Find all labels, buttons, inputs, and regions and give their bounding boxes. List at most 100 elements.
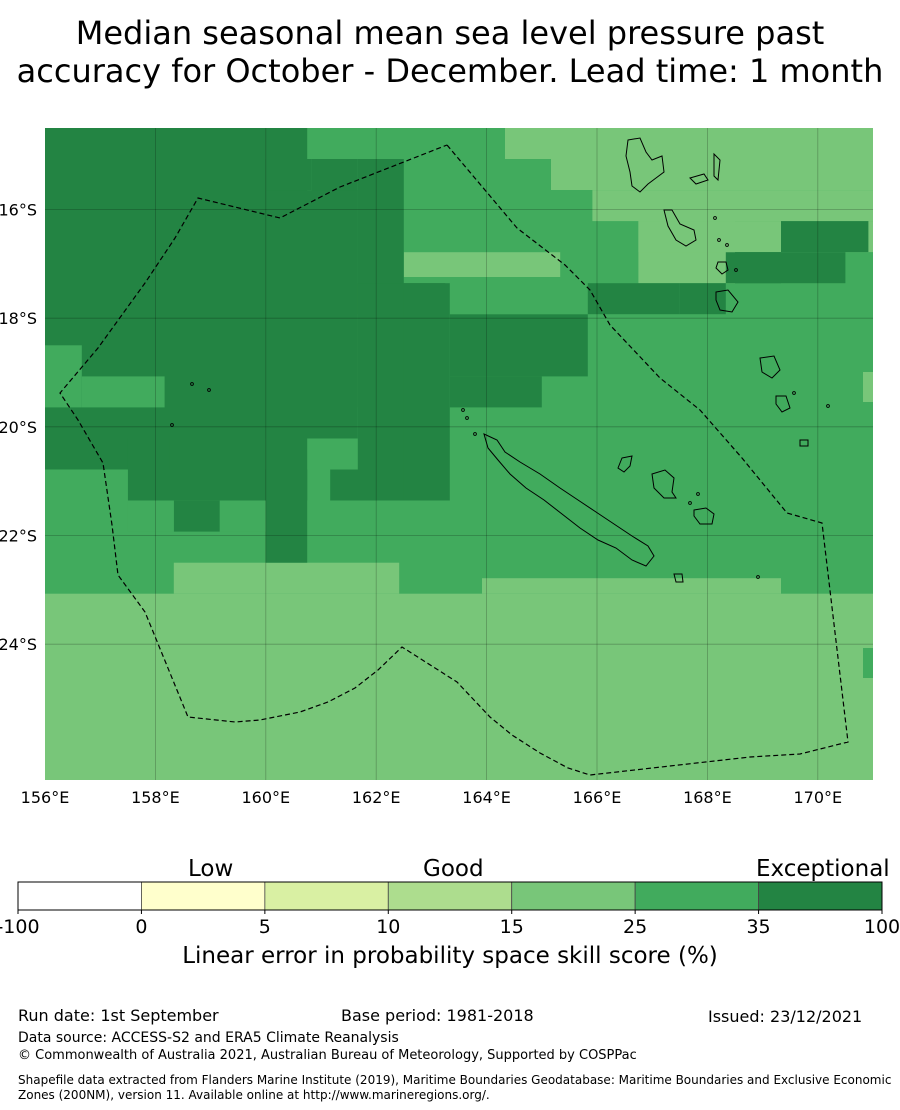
- skill-cell: [127, 469, 308, 501]
- islet: [461, 408, 465, 412]
- espiritu-santo: [625, 137, 665, 193]
- islet: [465, 416, 469, 420]
- skill-cell: [127, 438, 170, 470]
- colorbar-tick-label: 0: [135, 916, 147, 938]
- epi: [715, 261, 729, 275]
- skill-cell: [482, 578, 781, 594]
- colorbar-segment: [17, 881, 142, 911]
- efate: [715, 289, 739, 313]
- skill-cell: [592, 190, 873, 222]
- islet: [473, 432, 477, 436]
- ouvea-island: [617, 455, 633, 473]
- base-period: Base period: 1981-2018: [341, 1006, 534, 1025]
- colorbar-frame: [17, 881, 883, 911]
- lon-tick-label: 156°E: [21, 788, 70, 807]
- colorbar-heading-exceptional: Exceptional: [756, 856, 890, 882]
- eez-boundary: [59, 144, 849, 776]
- lifou-island: [651, 469, 677, 499]
- lat-axis: 16°S 18°S 20°S 22°S 24°S: [0, 201, 37, 655]
- skill-cell: [638, 221, 735, 253]
- colorbar-segment: [264, 881, 389, 911]
- lon-axis: 156°E 158°E 160°E 162°E 164°E 166°E 168°E 170°E: [21, 788, 842, 807]
- colorbar-tick-label: 15: [500, 916, 524, 938]
- mare-island: [693, 507, 715, 525]
- lon-tick-label: 168°E: [683, 788, 732, 807]
- colorbar-heading-low: Low: [188, 856, 234, 882]
- map-panel: [45, 128, 873, 780]
- skill-cell: [45, 128, 266, 470]
- skill-cell: [449, 314, 588, 377]
- isle-of-pines: [673, 573, 684, 583]
- colorbar-segment: [758, 881, 883, 911]
- lon-tick-label: 166°E: [573, 788, 622, 807]
- islet: [170, 423, 174, 427]
- lon-tick-label: 170°E: [793, 788, 842, 807]
- skill-cell: [551, 159, 873, 190]
- islet: [826, 404, 830, 408]
- colorbar-tick-label: 5: [259, 916, 271, 938]
- skill-cell: [679, 283, 726, 315]
- pentecost: [713, 152, 721, 182]
- islet: [734, 268, 738, 272]
- title-line-1: Median seasonal mean sea level pressure …: [75, 14, 825, 52]
- title-line-2: accuracy for October - December. Lead ti…: [16, 52, 884, 90]
- lat-tick-label: 24°S: [0, 635, 37, 654]
- lat-tick-label: 22°S: [0, 527, 37, 546]
- colorbar: -100 0 5 10 15 25 35 100: [0, 881, 900, 938]
- islet: [725, 243, 729, 247]
- colorbar-tick-label: -100: [0, 916, 40, 938]
- skill-cell: [173, 562, 400, 594]
- islet: [207, 388, 211, 392]
- lon-tick-label: 158°E: [131, 788, 180, 807]
- colorbar-segment: [511, 881, 636, 911]
- colorbar-segment: [387, 881, 513, 911]
- issued-date: Issued: 23/12/2021: [708, 1007, 863, 1026]
- colorbar-label: Linear error in probability space skill …: [182, 943, 718, 969]
- skill-cell: [127, 500, 174, 532]
- colorbar-tick-label: 100: [864, 916, 900, 938]
- gridlines: [45, 128, 873, 780]
- skill-cell: [45, 469, 128, 501]
- skill-cell: [403, 283, 450, 501]
- skill-cell: [863, 648, 873, 678]
- ambae: [689, 173, 709, 185]
- tanna: [775, 395, 791, 413]
- colorbar-tick-label: 25: [623, 916, 647, 938]
- islet: [190, 382, 194, 386]
- colorbar-tick-label: 35: [746, 916, 770, 938]
- islet: [792, 391, 796, 395]
- islands: [170, 137, 830, 583]
- malakula: [663, 209, 697, 247]
- data-source: Data source: ACCESS-S2 and ERA5 Climate …: [18, 1030, 399, 1046]
- skill-cell: [735, 252, 781, 284]
- skill-cell: [330, 469, 367, 501]
- lat-tick-label: 18°S: [0, 309, 37, 328]
- skill-cell: [403, 252, 561, 277]
- lat-tick-label: 16°S: [0, 201, 37, 220]
- skill-cell: [45, 593, 873, 780]
- skill-cell: [449, 376, 542, 408]
- skill-cell: [81, 376, 165, 408]
- islet: [717, 238, 721, 242]
- new-caledonia-island: [483, 433, 655, 567]
- aneityum: [799, 439, 809, 447]
- lon-tick-label: 160°E: [241, 788, 290, 807]
- shapefile-credit: Shapefile data extracted from Flanders M…: [18, 1073, 892, 1102]
- skill-cell: [265, 159, 312, 190]
- chart-title: Median seasonal mean sea level pressure …: [0, 14, 900, 90]
- skill-cell: [173, 500, 220, 532]
- skill-cell: [219, 500, 266, 532]
- islet: [688, 501, 692, 505]
- run-date: Run date: 1st September: [18, 1006, 219, 1025]
- islet: [713, 216, 717, 220]
- skill-cell: [505, 128, 873, 159]
- copyright: © Commonwealth of Australia 2021, Austra…: [18, 1048, 637, 1063]
- skill-cell: [781, 221, 869, 253]
- colorbar-segment: [634, 881, 759, 911]
- skill-cell: [265, 190, 358, 439]
- islet: [756, 575, 760, 579]
- skill-cell: [45, 438, 128, 470]
- skill-grid: [45, 128, 873, 780]
- lon-tick-label: 164°E: [462, 788, 511, 807]
